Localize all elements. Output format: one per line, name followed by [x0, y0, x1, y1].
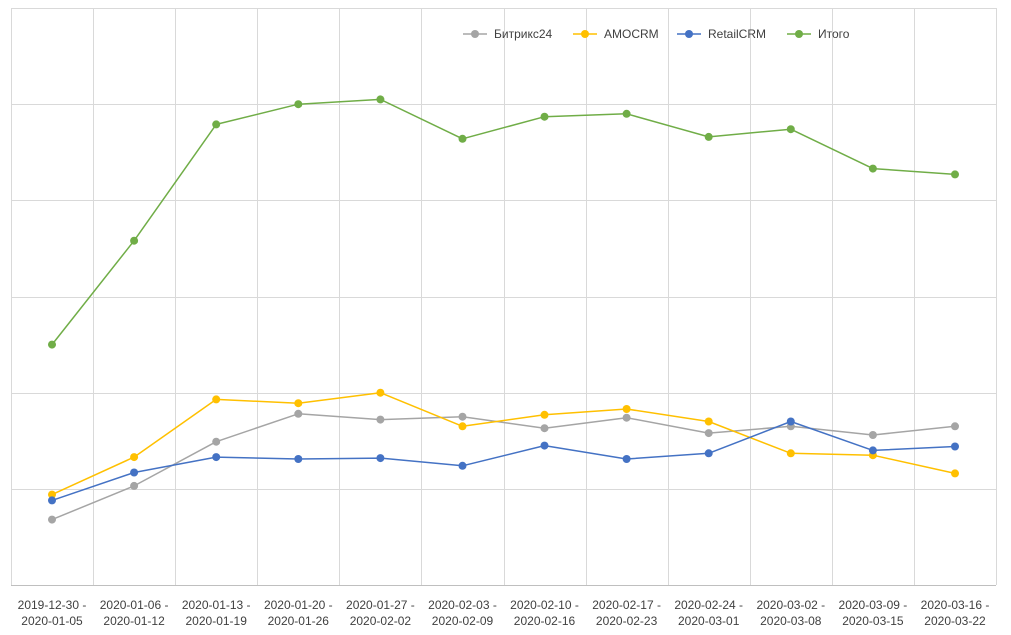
series-line-2 — [51, 420, 956, 502]
data-point — [951, 469, 959, 478]
data-point — [704, 132, 713, 141]
data-point — [786, 417, 795, 426]
data-point — [376, 454, 385, 463]
data-point — [212, 395, 221, 404]
data-point — [786, 449, 795, 458]
series-points — [48, 95, 959, 524]
data-point — [130, 481, 139, 490]
x-tick-label: 2020-03-01 — [678, 614, 740, 628]
data-point — [458, 412, 467, 421]
data-point — [540, 112, 549, 121]
series-line-1 — [51, 391, 956, 496]
data-point — [212, 453, 221, 462]
x-tick-label: 2020-01-19 — [186, 614, 248, 628]
series-line-0 — [51, 413, 956, 521]
data-point — [540, 424, 549, 433]
x-tick-label: 2020-01-05 — [21, 614, 83, 628]
data-point — [376, 95, 385, 104]
x-tick-label: 2020-03-15 — [842, 614, 904, 628]
data-point — [130, 236, 139, 245]
data-point — [951, 442, 959, 451]
data-point — [130, 468, 139, 477]
x-tick-label: 2020-02-02 — [350, 614, 412, 628]
data-point — [212, 437, 221, 446]
legend-marker — [471, 30, 479, 38]
x-tick-label: 2020-03-16 - — [921, 598, 990, 612]
data-point — [704, 429, 713, 438]
legend-label: Битрикс24 — [494, 27, 553, 41]
legend-marker — [795, 30, 803, 38]
data-point — [130, 453, 139, 462]
legend-label: AMOCRM — [604, 27, 659, 41]
x-tick-label: 2020-01-06 - — [100, 598, 169, 612]
x-tick-label: 2020-01-26 — [268, 614, 330, 628]
data-point — [868, 164, 877, 173]
data-point — [376, 415, 385, 424]
data-point — [622, 109, 631, 118]
data-point — [294, 455, 303, 463]
x-tick-label: 2020-02-23 — [596, 614, 658, 628]
x-tick-label: 2020-02-09 — [432, 614, 494, 628]
legend-marker — [685, 30, 693, 38]
x-tick-label: 2020-03-09 - — [839, 598, 908, 612]
data-point — [48, 496, 56, 505]
legend: Битрикс24 AMOCRM RetailCRM Итого — [463, 27, 850, 41]
x-tick-label: 2020-02-10 - — [510, 598, 579, 612]
x-tick-label: 2020-02-03 - — [428, 598, 497, 612]
data-point — [704, 449, 713, 458]
data-point — [294, 100, 303, 109]
data-point — [622, 405, 631, 413]
data-point — [868, 446, 877, 455]
data-point — [704, 417, 713, 426]
data-point — [458, 134, 467, 143]
x-tick-label: 2020-02-17 - — [592, 598, 661, 612]
data-point — [622, 455, 631, 463]
series-line-3 — [51, 98, 956, 346]
data-point — [294, 399, 303, 408]
data-point — [212, 120, 221, 129]
data-point — [48, 515, 56, 524]
series-lines — [51, 98, 956, 521]
gridlines — [11, 8, 997, 585]
data-point — [786, 125, 795, 134]
x-tick-label: 2019-12-30 - — [18, 598, 87, 612]
data-point — [48, 490, 56, 499]
data-point — [868, 431, 877, 439]
x-tick-label: 2020-03-22 — [924, 614, 986, 628]
data-point — [458, 461, 467, 470]
data-point — [540, 441, 549, 450]
x-tick-label: 2020-03-08 — [760, 614, 822, 628]
data-point — [294, 409, 303, 418]
x-tick-label: 2020-01-20 - — [264, 598, 333, 612]
x-tick-label: 2020-02-24 - — [674, 598, 743, 612]
data-point — [951, 170, 959, 179]
x-tick-label: 2020-01-12 — [103, 614, 165, 628]
legend-label: RetailCRM — [708, 27, 766, 41]
legend-label: Итого — [818, 27, 850, 41]
x-tick-labels: 2019-12-30 - 2020-01-05 2020-01-06 - 2020-0… — [18, 598, 990, 628]
data-point — [376, 388, 385, 397]
x-tick-label: 2020-03-02 - — [756, 598, 825, 612]
x-tick-label: 2020-01-13 - — [182, 598, 251, 612]
data-point — [48, 340, 56, 349]
data-point — [540, 410, 549, 419]
x-tick-label: 2020-01-27 - — [346, 598, 415, 612]
data-point — [951, 422, 959, 431]
x-tick-label: 2020-02-16 — [514, 614, 576, 628]
legend-marker — [581, 30, 589, 38]
data-point — [622, 413, 631, 422]
data-point — [458, 422, 467, 431]
